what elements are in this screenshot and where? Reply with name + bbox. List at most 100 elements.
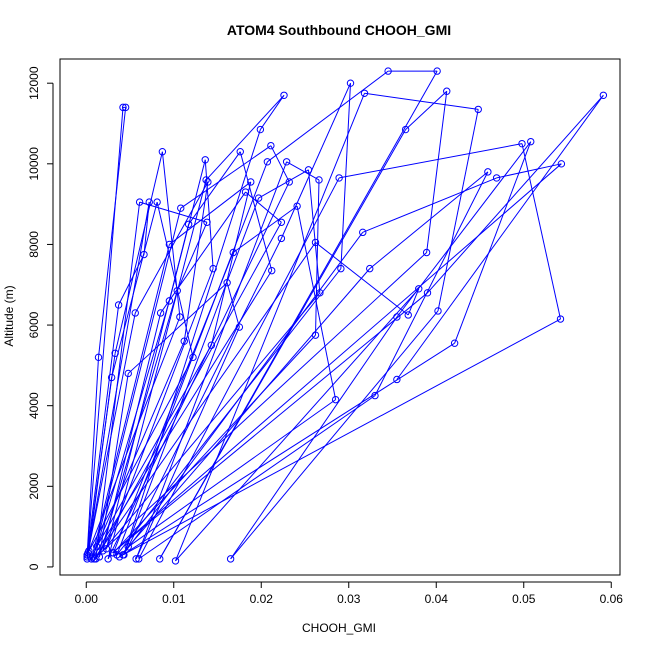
series-segment: [270, 145, 290, 183]
data-point: [422, 248, 431, 257]
data-point: [366, 264, 374, 273]
series-segment: [315, 179, 320, 336]
data-point: [433, 67, 441, 75]
series-segment: [188, 151, 241, 225]
series-segment: [226, 282, 240, 328]
data-point: [158, 148, 167, 156]
x-tick-label: 0.02: [250, 592, 274, 606]
series-segment: [396, 94, 604, 380]
data-point: [236, 148, 244, 156]
data-point: [171, 557, 180, 565]
data-point: [124, 543, 132, 551]
data-point: [140, 250, 148, 259]
data-point: [415, 285, 423, 293]
data-point: [556, 315, 565, 323]
series-segment: [496, 163, 562, 179]
series-segment: [362, 177, 497, 233]
series-segment: [92, 208, 182, 557]
data-point: [177, 204, 185, 212]
data-point: [135, 555, 143, 563]
series-segment: [107, 179, 207, 560]
data-point: [293, 202, 301, 210]
series-segment: [374, 171, 489, 396]
data-point: [450, 339, 459, 347]
data-point: [131, 309, 139, 317]
series-segment: [122, 232, 364, 556]
data-point: [335, 174, 343, 182]
series-segment: [112, 163, 562, 554]
series-segment: [159, 129, 407, 560]
series-segment: [405, 90, 448, 130]
data-point: [114, 301, 123, 309]
series-segment: [364, 92, 479, 110]
data-point: [135, 198, 144, 206]
series-segment: [369, 171, 489, 270]
data-point: [280, 91, 288, 99]
data-point: [268, 266, 276, 275]
data-point: [285, 178, 293, 186]
series-segment: [259, 94, 285, 130]
data-point: [263, 158, 272, 166]
y-tick-label: 4000: [27, 392, 41, 419]
series-segment: [280, 82, 351, 239]
x-tick-label: 0.04: [425, 592, 449, 606]
series-segment: [98, 290, 178, 557]
x-tick-label: 0.00: [75, 592, 99, 606]
series-segment: [93, 252, 427, 560]
series-segment: [98, 107, 127, 358]
data-point: [423, 289, 432, 297]
data-point: [277, 234, 286, 243]
x-tick-label: 0.05: [512, 592, 536, 606]
series-segment: [396, 141, 532, 318]
data-point: [474, 105, 482, 114]
data-point: [176, 313, 184, 321]
data-point: [337, 264, 345, 273]
series-segment: [96, 300, 170, 547]
data-point: [256, 125, 265, 134]
data-point: [254, 194, 263, 202]
data-point: [202, 176, 210, 184]
data-point: [87, 555, 96, 563]
data-point: [267, 141, 275, 150]
series-segment: [267, 70, 389, 163]
series-segment: [308, 169, 321, 293]
series-segment: [315, 242, 409, 316]
series-layer: [83, 67, 608, 565]
data-point: [165, 240, 174, 249]
data-point: [371, 391, 379, 400]
data-point: [360, 89, 369, 97]
x-tick-label: 0.03: [337, 592, 361, 606]
series-segment: [176, 222, 208, 291]
series-segment: [175, 93, 365, 562]
series-segment: [180, 145, 272, 209]
x-tick-label: 0.06: [600, 592, 624, 606]
series-segment: [134, 181, 209, 314]
series-segment: [239, 151, 273, 271]
series-segment: [127, 238, 282, 548]
data-point: [331, 395, 340, 404]
chart-title: ATOM4 Southbound CHOOH_GMI: [227, 22, 451, 38]
data-point: [93, 543, 101, 551]
data-point: [173, 287, 181, 295]
series-segment: [407, 288, 420, 316]
data-point: [384, 67, 392, 75]
data-point: [226, 555, 235, 563]
series-segment: [91, 244, 170, 559]
data-point: [108, 549, 117, 557]
data-point: [165, 297, 174, 305]
data-point: [393, 313, 401, 321]
data-point: [184, 220, 193, 228]
series-segment: [138, 177, 340, 560]
series-segment: [91, 340, 185, 560]
series-segment: [230, 310, 439, 560]
x-axis-label: CHOOH_GMI: [302, 621, 376, 635]
data-point: [277, 218, 286, 226]
series-segment: [98, 373, 129, 557]
data-point: [229, 248, 237, 257]
series-segment: [286, 161, 320, 181]
data-point: [99, 547, 107, 555]
y-tick-label: 8000: [27, 231, 41, 258]
